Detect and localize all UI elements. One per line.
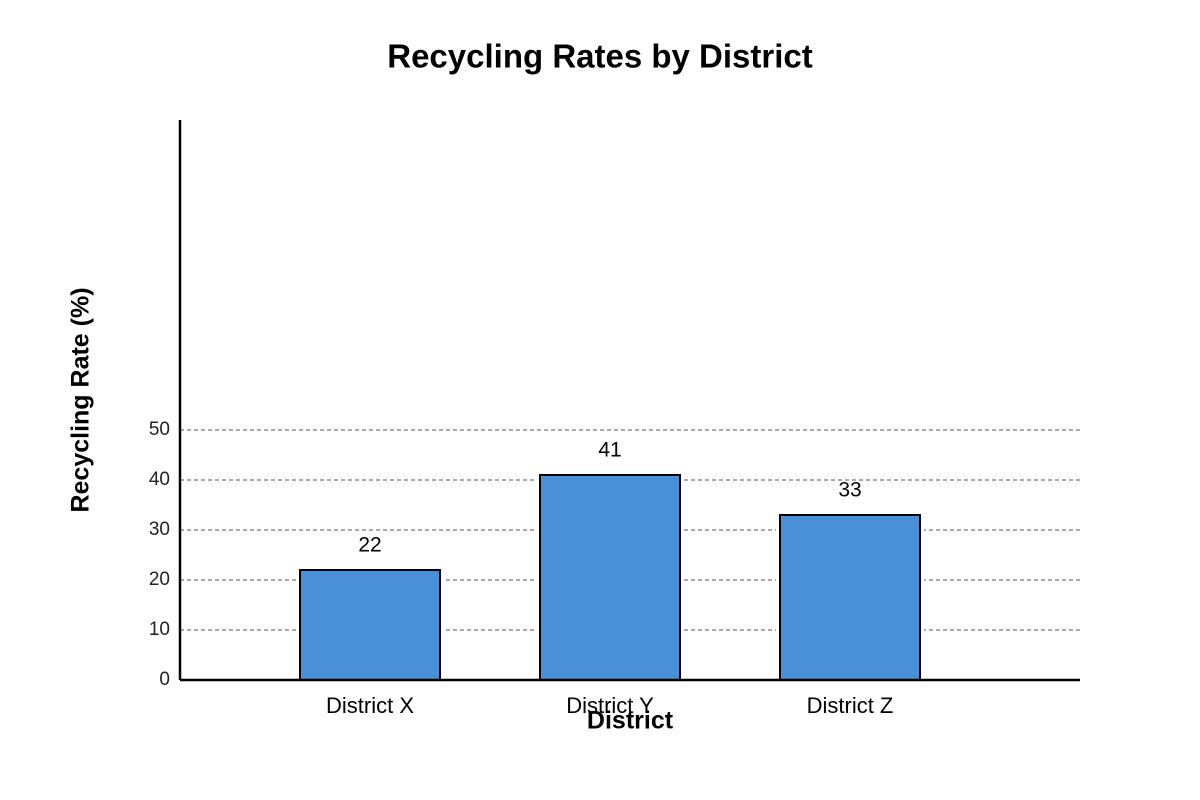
x-axis-title: District [587,707,674,735]
y-tick-label: 10 [149,619,170,640]
bar [779,514,921,681]
x-tick-label: District Z [807,693,894,718]
x-tick-label: District X [326,693,414,718]
value-label: 33 [838,479,861,502]
bar [539,474,681,681]
chart-title: Recycling Rates by District [387,38,813,75]
x-tick-label: District Y [566,693,654,718]
y-axis-title: Recycling Rate (%) [67,287,95,512]
y-tick-label: 50 [149,419,170,440]
y-tick-label: 20 [149,569,170,590]
value-label: 22 [358,534,381,557]
y-tick-label: 30 [149,519,170,540]
y-tick-label: 40 [149,469,170,490]
bar [299,569,441,681]
y-tick-label: 0 [159,669,170,690]
value-label: 41 [598,439,621,462]
